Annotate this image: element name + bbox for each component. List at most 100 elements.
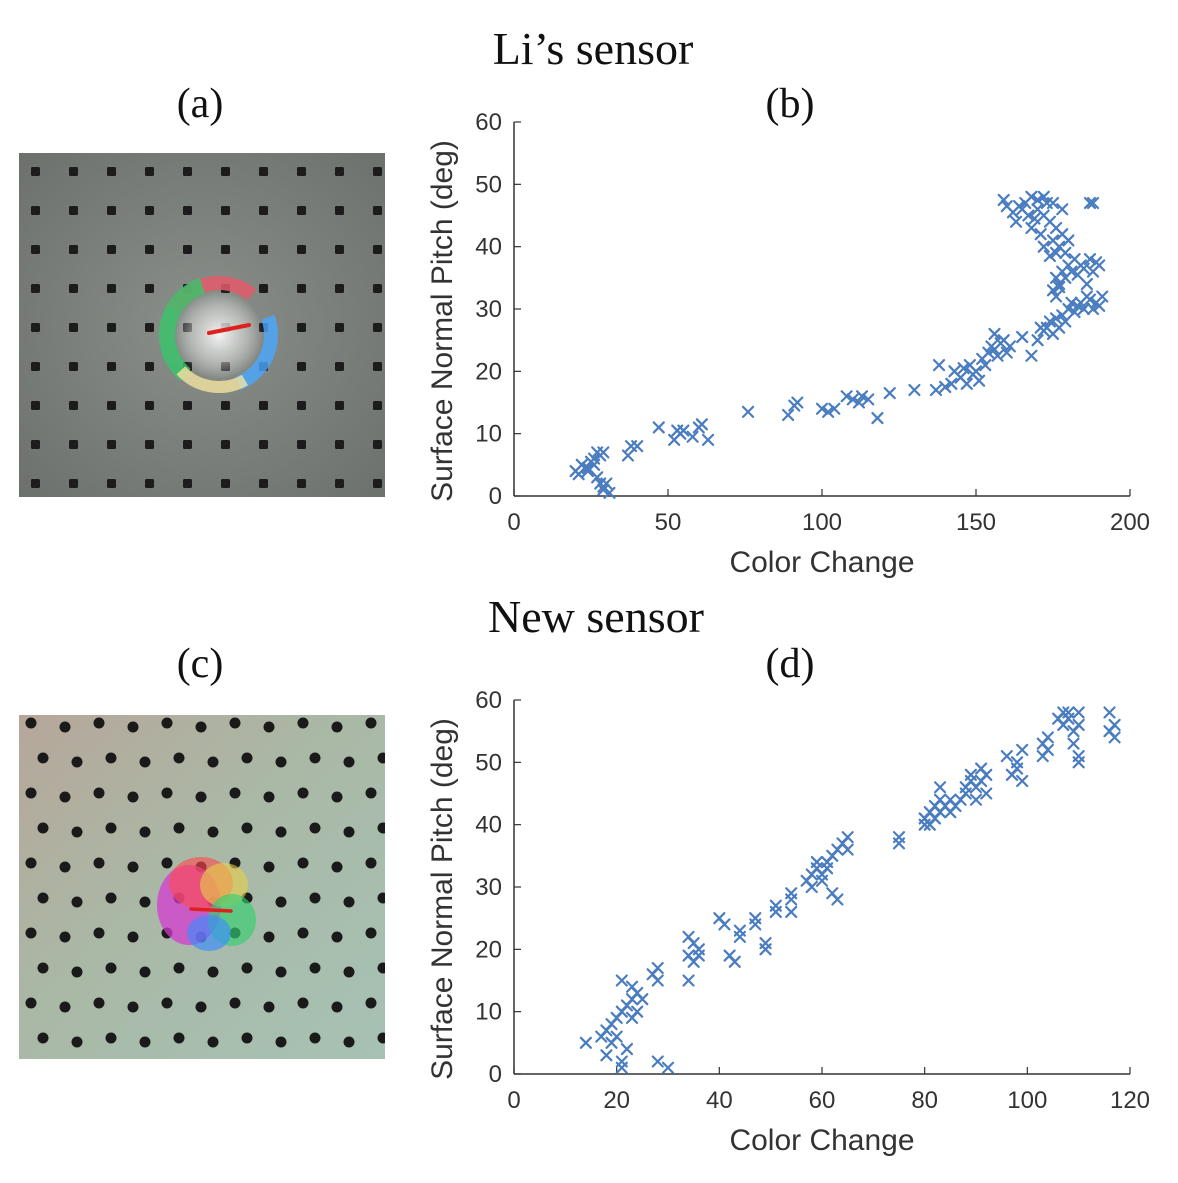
dot-marker <box>297 927 309 939</box>
data-point <box>718 918 731 931</box>
data-point <box>1108 731 1121 744</box>
x-tick-label: 150 <box>956 509 996 536</box>
data-point <box>636 993 649 1006</box>
dot-marker <box>263 1001 275 1013</box>
dot-marker <box>241 752 253 764</box>
dot-marker <box>69 440 78 449</box>
dot-marker <box>221 206 230 215</box>
dot-marker <box>297 479 306 488</box>
dot-marker <box>145 167 154 176</box>
dot-marker <box>297 401 306 410</box>
panel-label-b: (b) <box>765 81 815 127</box>
dot-marker <box>107 245 116 254</box>
dot-marker <box>71 966 83 978</box>
panel-label-a: (a) <box>176 81 224 127</box>
dot-marker <box>365 857 377 869</box>
dot-marker <box>343 896 355 908</box>
dot-marker <box>229 717 241 729</box>
dot-marker <box>59 1001 71 1013</box>
dot-marker <box>297 206 306 215</box>
dot-marker <box>297 323 306 332</box>
dot-marker <box>145 284 154 293</box>
dot-marker <box>331 931 343 943</box>
dot-marker <box>25 927 37 939</box>
dot-marker <box>31 323 40 332</box>
deformation-spot <box>157 857 256 951</box>
data-point <box>695 418 708 431</box>
dot-marker <box>377 1032 385 1044</box>
pitch-arrow <box>207 323 251 335</box>
dot-marker <box>145 440 154 449</box>
dot-marker <box>93 787 105 799</box>
data-point <box>1016 743 1029 756</box>
dot-marker <box>343 1036 355 1048</box>
dot-marker <box>259 401 268 410</box>
dot-marker <box>259 284 268 293</box>
dot-marker <box>105 1032 117 1044</box>
dot-marker <box>139 826 151 838</box>
dot-marker <box>183 479 192 488</box>
data-point <box>1028 212 1041 225</box>
dot-marker <box>71 756 83 768</box>
dot-marker <box>331 1001 343 1013</box>
dot-marker <box>207 756 219 768</box>
dot-marker <box>207 1036 219 1048</box>
scatter-chart-d: 0 20 40 60 80 100 120 0 10 20 30 40 50 60 Color Change… <box>426 687 1150 1157</box>
dot-marker <box>25 787 37 799</box>
dot-marker <box>365 997 377 1009</box>
dot-marker <box>263 791 275 803</box>
data-point <box>1103 706 1116 719</box>
y-tick-label: 40 <box>475 812 502 839</box>
data-point <box>651 974 664 987</box>
data-point <box>741 405 755 418</box>
data-point <box>1013 200 1026 213</box>
data-point <box>1077 302 1090 316</box>
data-point <box>933 781 947 794</box>
data-point <box>988 327 1001 341</box>
dot-marker <box>373 479 382 488</box>
dot-marker <box>241 1032 253 1044</box>
y-tick-label: 20 <box>475 358 502 385</box>
dot-marker <box>373 362 382 371</box>
data-point <box>1037 240 1050 253</box>
dot-marker <box>297 787 309 799</box>
data-point <box>1022 209 1035 222</box>
data-point <box>980 768 993 781</box>
dot-marker <box>183 401 192 410</box>
data-point <box>1016 330 1029 344</box>
data-point <box>852 396 866 409</box>
data-point <box>597 483 610 496</box>
dot-marker <box>297 997 309 1009</box>
dot-marker <box>229 787 241 799</box>
y-tick-label: 0 <box>489 1061 502 1088</box>
dot-marker <box>69 167 78 176</box>
x-tick-label: 100 <box>1007 1087 1047 1114</box>
dot-marker <box>195 1001 207 1013</box>
data-point <box>1086 196 1100 210</box>
dot-marker <box>161 997 173 1009</box>
data-point <box>1108 718 1121 732</box>
dot-marker <box>297 167 306 176</box>
data-point <box>1077 262 1090 275</box>
dot-marker <box>107 440 116 449</box>
dot-marker <box>373 401 382 410</box>
data-point <box>677 424 690 437</box>
data-point <box>945 377 958 390</box>
data-point <box>1093 259 1106 272</box>
dot-marker <box>221 401 230 410</box>
data-point <box>1093 299 1106 312</box>
x-tick-label: 0 <box>507 1087 520 1114</box>
dot-marker <box>183 440 192 449</box>
dot-marker <box>105 752 117 764</box>
dot-marker <box>297 717 309 729</box>
data-point <box>1062 234 1075 247</box>
data-point <box>785 905 798 919</box>
y-tick-label: 40 <box>475 234 502 261</box>
data-point <box>1000 346 1013 359</box>
dot-marker <box>93 927 105 939</box>
dot-marker <box>373 440 382 449</box>
dot-marker <box>139 896 151 908</box>
dot-marker <box>297 362 306 371</box>
data-point <box>932 359 946 372</box>
dot-marker <box>183 167 192 176</box>
